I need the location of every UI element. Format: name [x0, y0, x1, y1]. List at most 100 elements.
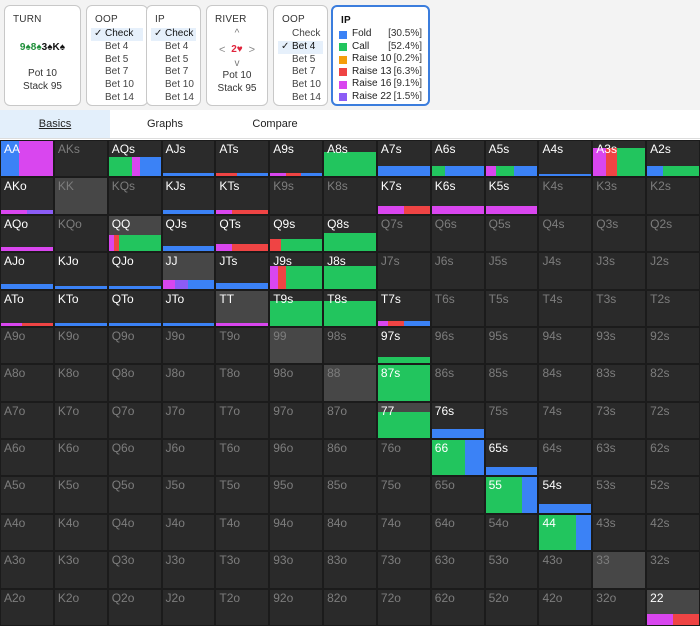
ip-option-bet-7[interactable]: Bet 7	[151, 66, 196, 79]
hand-cell-a2s[interactable]: A2s	[647, 141, 699, 177]
hand-cell-q9o[interactable]: Q9o	[108, 327, 161, 364]
hand-cell-tt[interactable]: TT	[216, 290, 269, 326]
hand-cell-t2s[interactable]: T2s	[647, 290, 699, 326]
oop2-option-bet-7[interactable]: Bet 7	[278, 66, 323, 79]
hand-cell-76s[interactable]: 76s	[431, 402, 484, 439]
hand-cell-a7s[interactable]: A7s	[377, 141, 430, 177]
ip-option-bet-4[interactable]: Bet 4	[151, 41, 196, 54]
hand-cell-kqs[interactable]: KQs	[108, 178, 161, 214]
hand-cell-j8o[interactable]: J8o	[162, 365, 215, 401]
oop1-option-bet-7[interactable]: Bet 7	[91, 66, 143, 79]
hand-cell-92o[interactable]: 92o	[270, 589, 323, 625]
chevron-right-icon[interactable]: >	[248, 44, 255, 56]
hand-cell-32s[interactable]: 32s	[647, 552, 699, 588]
hand-cell-k9s[interactable]: K9s	[270, 178, 323, 214]
hand-cell-42s[interactable]: 42s	[647, 514, 699, 551]
hand-cell-q8o[interactable]: Q8o	[108, 365, 161, 401]
hand-cell-a8s[interactable]: A8s	[324, 141, 376, 177]
hand-cell-aa[interactable]: AA	[1, 141, 53, 177]
hand-cell-a6s[interactable]: A6s	[431, 141, 484, 177]
hand-cell-87s[interactable]: 87s	[377, 365, 430, 401]
turn-panel[interactable]: TURN 9♠8♠3♠K♠ Pot 10 Stack 95	[4, 5, 81, 106]
hand-cell-kk[interactable]: KK	[54, 178, 107, 214]
hand-cell-j3o[interactable]: J3o	[162, 552, 215, 588]
hand-cell-43s[interactable]: 43s	[593, 514, 646, 551]
hand-cell-kts[interactable]: KTs	[216, 178, 269, 214]
hand-cell-kto[interactable]: KTo	[54, 290, 107, 326]
hand-cell-q7o[interactable]: Q7o	[108, 402, 161, 439]
hand-cell-73o[interactable]: 73o	[377, 552, 430, 588]
hand-cell-94s[interactable]: 94s	[539, 327, 592, 364]
hand-cell-j4o[interactable]: J4o	[162, 514, 215, 551]
hand-cell-t9o[interactable]: T9o	[216, 327, 269, 364]
hand-cell-q4o[interactable]: Q4o	[108, 514, 161, 551]
hand-cell-q8s[interactable]: Q8s	[324, 215, 376, 252]
ip-option-bet-10[interactable]: Bet 10	[151, 79, 196, 92]
hand-cell-86o[interactable]: 86o	[324, 440, 376, 476]
hand-cell-k8s[interactable]: K8s	[324, 178, 376, 214]
action-frequency-row[interactable]: Raise 22 [1.5%]	[335, 91, 426, 104]
hand-cell-62o[interactable]: 62o	[431, 589, 484, 625]
action-frequency-row[interactable]: Raise 13 [6.3%]	[335, 66, 426, 79]
hand-cell-j3s[interactable]: J3s	[593, 253, 646, 289]
hand-cell-66[interactable]: 66	[431, 440, 484, 476]
hand-cell-q2o[interactable]: Q2o	[108, 589, 161, 625]
hand-cell-q6s[interactable]: Q6s	[431, 215, 484, 252]
hand-cell-q3o[interactable]: Q3o	[108, 552, 161, 588]
hand-cell-a5o[interactable]: A5o	[1, 477, 53, 513]
hand-cell-76o[interactable]: 76o	[377, 440, 430, 476]
hand-cell-a9s[interactable]: A9s	[270, 141, 323, 177]
hand-cell-82s[interactable]: 82s	[647, 365, 699, 401]
ip-option-check[interactable]: ✓ Check	[151, 28, 196, 41]
hand-cell-j8s[interactable]: J8s	[324, 253, 376, 289]
hand-cell-q7s[interactable]: Q7s	[377, 215, 430, 252]
hand-cell-73s[interactable]: 73s	[593, 402, 646, 439]
oop2-option-bet-10[interactable]: Bet 10	[278, 79, 323, 92]
hand-cell-j2o[interactable]: J2o	[162, 589, 215, 625]
hand-cell-a3s[interactable]: A3s	[593, 141, 646, 177]
hand-cell-k3o[interactable]: K3o	[54, 552, 107, 588]
hand-cell-t3s[interactable]: T3s	[593, 290, 646, 326]
hand-cell-t8s[interactable]: T8s	[324, 290, 376, 326]
hand-cell-q5s[interactable]: Q5s	[485, 215, 538, 252]
hand-cell-jts[interactable]: JTs	[216, 253, 269, 289]
hand-cell-22[interactable]: 22	[647, 589, 699, 625]
hand-cell-t6s[interactable]: T6s	[431, 290, 484, 326]
hand-cell-ato[interactable]: ATo	[1, 290, 53, 326]
hand-cell-a7o[interactable]: A7o	[1, 402, 53, 439]
hand-cell-75s[interactable]: 75s	[485, 402, 538, 439]
hand-cell-k5s[interactable]: K5s	[485, 178, 538, 214]
hand-cell-83o[interactable]: 83o	[324, 552, 376, 588]
hand-cell-53o[interactable]: 53o	[485, 552, 538, 588]
hand-cell-a9o[interactable]: A9o	[1, 327, 53, 364]
hand-cell-75o[interactable]: 75o	[377, 477, 430, 513]
hand-cell-t9s[interactable]: T9s	[270, 290, 323, 326]
hand-cell-j4s[interactable]: J4s	[539, 253, 592, 289]
hand-cell-k3s[interactable]: K3s	[593, 178, 646, 214]
hand-cell-a4s[interactable]: A4s	[539, 141, 592, 177]
hand-cell-k6s[interactable]: K6s	[431, 178, 484, 214]
hand-cell-62s[interactable]: 62s	[647, 440, 699, 476]
hand-cell-k2o[interactable]: K2o	[54, 589, 107, 625]
hand-cell-a5s[interactable]: A5s	[485, 141, 538, 177]
hand-cell-64s[interactable]: 64s	[539, 440, 592, 476]
action-frequency-row[interactable]: Call [52.4%]	[335, 41, 426, 54]
hand-cell-ajo[interactable]: AJo	[1, 253, 53, 289]
hand-cell-j9s[interactable]: J9s	[270, 253, 323, 289]
hand-cell-97o[interactable]: 97o	[270, 402, 323, 439]
hand-cell-65o[interactable]: 65o	[431, 477, 484, 513]
hand-cell-64o[interactable]: 64o	[431, 514, 484, 551]
hand-cell-j5s[interactable]: J5s	[485, 253, 538, 289]
hand-cell-52s[interactable]: 52s	[647, 477, 699, 513]
hand-cell-t5s[interactable]: T5s	[485, 290, 538, 326]
action-frequency-row[interactable]: Fold [30.5%]	[335, 28, 426, 41]
hand-cell-87o[interactable]: 87o	[324, 402, 376, 439]
oop1-option-bet-14[interactable]: Bet 14	[91, 92, 143, 105]
hand-cell-j7o[interactable]: J7o	[162, 402, 215, 439]
oop1-option-check[interactable]: ✓ Check	[91, 28, 143, 41]
hand-cell-95o[interactable]: 95o	[270, 477, 323, 513]
hand-cell-98s[interactable]: 98s	[324, 327, 376, 364]
hand-cell-a2o[interactable]: A2o	[1, 589, 53, 625]
hand-cell-55[interactable]: 55	[485, 477, 538, 513]
hand-cell-j6o[interactable]: J6o	[162, 440, 215, 476]
